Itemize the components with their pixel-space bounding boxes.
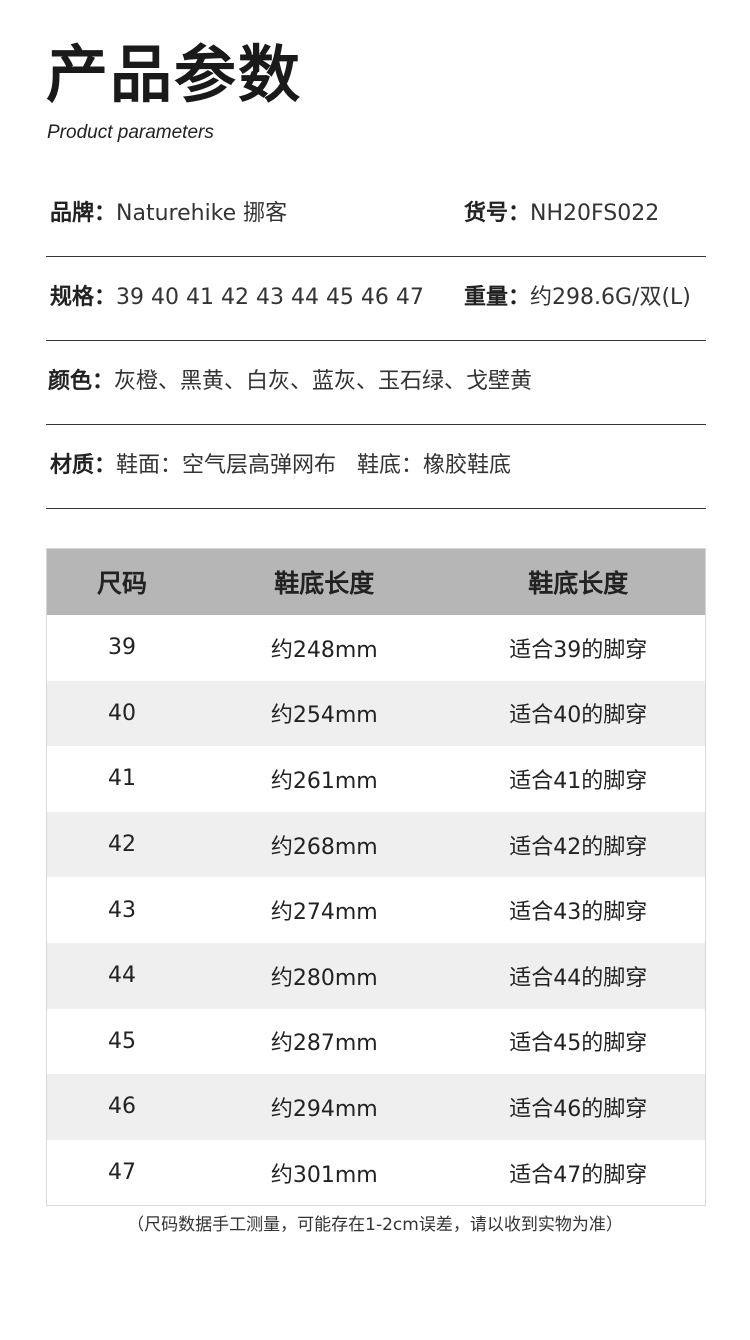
param-label: 颜色： — [48, 369, 115, 394]
param-value: 鞋面：空气层高弹网布 鞋底：橡胶鞋底 — [116, 453, 511, 478]
page-title: 产品参数 — [46, 38, 303, 111]
size-cell: 40 — [46, 680, 198, 747]
size-cell: 45 — [108, 1028, 137, 1054]
header-sole-length: 鞋底长度 — [197, 548, 452, 615]
param-label: 重量： — [464, 285, 531, 310]
param-label: 货号： — [464, 201, 531, 226]
header-size: 尺码 — [46, 548, 198, 615]
table-row: 43 约274mm 适合43的脚穿 — [47, 877, 706, 943]
size-table-header: 尺码 鞋底长度 鞋底长度 — [46, 548, 706, 615]
size-cell: 44 — [46, 942, 198, 1009]
fit-cell: 适合40的脚穿 — [451, 680, 706, 747]
size-cell: 47 — [108, 1160, 137, 1186]
size-cell: 43 — [108, 897, 137, 923]
table-row: 47 约301mm 适合47的脚穿 — [47, 1140, 706, 1206]
param-value: 灰橙、黑黄、白灰、蓝灰、玉石绿、戈壁黄 — [114, 369, 533, 394]
sole-length-cell: 约301mm — [270, 1162, 378, 1188]
table-row: 44 约280mm 适合44的脚穿 — [46, 942, 706, 1009]
fit-cell: 适合42的脚穿 — [451, 811, 706, 878]
table-row: 45 约287mm 适合45的脚穿 — [47, 1009, 706, 1075]
table-row: 41 约261mm 适合41的脚穿 — [47, 746, 706, 812]
fit-cell: 适合43的脚穿 — [509, 900, 648, 926]
table-row: 39 约248mm 适合39的脚穿 — [47, 615, 706, 681]
sole-length-cell: 约294mm — [197, 1074, 452, 1140]
sole-length-cell: 约274mm — [270, 900, 378, 926]
param-label: 规格： — [50, 285, 117, 310]
param-row-spec: 规格：39 40 41 42 43 44 45 46 47 重量：约298.6G… — [46, 256, 706, 341]
fit-cell: 适合39的脚穿 — [509, 637, 648, 663]
sole-length-cell: 约287mm — [270, 1031, 378, 1057]
param-value: NH20FS022 — [530, 201, 660, 226]
size-cell: 41 — [108, 766, 137, 792]
fit-cell: 适合45的脚穿 — [509, 1031, 648, 1057]
table-row: 46 约294mm 适合46的脚穿 — [46, 1074, 706, 1140]
table-row: 40 约254mm 适合40的脚穿 — [46, 680, 706, 747]
fit-cell: 适合44的脚穿 — [451, 942, 706, 1009]
sole-length-cell: 约280mm — [197, 942, 452, 1009]
param-value: Naturehike 挪客 — [116, 201, 288, 226]
param-value: 39 40 41 42 43 44 45 46 47 — [116, 285, 424, 310]
sole-length-cell: 约268mm — [197, 811, 452, 878]
size-cell: 39 — [108, 635, 137, 661]
fit-cell: 适合47的脚穿 — [509, 1162, 648, 1188]
measurement-note: （尺码数据手工测量，可能存在1-2cm误差，请以收到实物为准） — [127, 1215, 623, 1235]
size-cell: 42 — [46, 811, 198, 878]
sole-length-cell: 约261mm — [270, 768, 378, 794]
header-fit: 鞋底长度 — [451, 548, 706, 615]
page-subtitle: Product parameters — [47, 122, 214, 143]
param-label: 材质： — [50, 453, 117, 478]
size-table: 尺码 鞋底长度 鞋底长度 39 约248mm 适合39的脚穿 40 约254mm 适合40… — [46, 548, 706, 1207]
fit-cell: 适合41的脚穿 — [509, 768, 648, 794]
sole-length-cell: 约248mm — [270, 637, 378, 663]
table-row: 42 约268mm 适合42的脚穿 — [46, 811, 706, 878]
param-row-color: 颜色：灰橙、黑黄、白灰、蓝灰、玉石绿、戈壁黄 — [46, 340, 706, 425]
size-cell: 46 — [46, 1074, 198, 1140]
param-row-material: 材质：鞋面：空气层高弹网布 鞋底：橡胶鞋底 — [46, 424, 706, 509]
fit-cell: 适合46的脚穿 — [451, 1074, 706, 1140]
param-label: 品牌： — [50, 201, 117, 226]
param-value: 约298.6G/双(L) — [530, 285, 691, 310]
param-row-brand: 品牌：Naturehike 挪客 货号：NH20FS022 — [46, 172, 706, 257]
sole-length-cell: 约254mm — [197, 680, 452, 747]
